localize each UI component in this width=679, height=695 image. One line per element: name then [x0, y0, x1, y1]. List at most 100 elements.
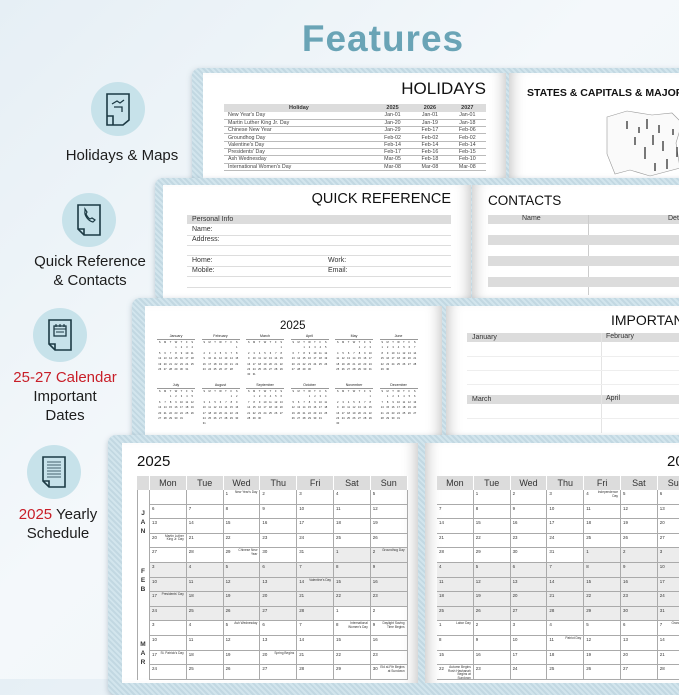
day-number: 8	[225, 505, 229, 511]
mini-day: 22	[252, 411, 256, 415]
day-cell: 9 Daylight Saving Time Begins	[370, 621, 408, 636]
weekday-label: S	[381, 341, 384, 344]
weekday-label: M	[297, 341, 300, 344]
weekday-header-sat: Sat	[334, 476, 371, 490]
holidays-cell: Mar-08	[411, 163, 449, 171]
weekday-label: T	[392, 390, 394, 393]
holidays-cell: Feb-15	[448, 148, 486, 157]
mini-day: 17	[318, 406, 322, 410]
day-cell: 15	[473, 519, 511, 534]
day-cell: 25	[437, 606, 474, 622]
weekday-label: W	[263, 341, 267, 344]
day-number: 1	[336, 607, 339, 613]
mini-day: 7	[225, 400, 227, 404]
day-cell: 14	[437, 519, 474, 534]
mini-day: 16	[386, 357, 390, 361]
mini-month-grid: S M T W T F S 1 2 3 4 5 6 7 8 9 10 11 12 13 14 15 16 17 18 19 20 21…	[379, 339, 418, 371]
weekday-label: S	[280, 390, 283, 393]
day-cell: 7	[297, 621, 334, 636]
weekday-header-tue: Tue	[186, 476, 224, 490]
mini-month-november: November S M T W T F S 1 2 3 4 5 6 7 8 9 10 11 12 13 14 15 16 17…	[335, 383, 373, 425]
mini-day: 3	[314, 346, 316, 350]
mini-day: 16	[313, 406, 317, 410]
day-number: 13	[262, 578, 268, 584]
mini-month-grid: S M T W T F S 1 2 3 4 5 6 7 8 9 10 11 12 13 14 15 16 17 18 19 20 21…	[157, 339, 195, 371]
weekday-label: S	[158, 390, 161, 393]
mini-day: 10	[185, 351, 189, 355]
mini-day: 30	[308, 367, 311, 371]
day-number: 22	[225, 534, 231, 540]
mini-day: 8	[358, 351, 361, 355]
day-cell: 14	[657, 636, 679, 651]
weekday-label: F	[230, 390, 233, 393]
mini-day: 29	[174, 367, 178, 371]
mini-day: 24	[179, 411, 183, 415]
holidays-cell: Valentine's Day	[224, 141, 374, 150]
day-number: 7	[188, 505, 192, 511]
holidays-table: Holiday 2025 2026 2027 New Year's Day Jan-01 J…	[224, 104, 486, 171]
holidays-cell: Jan-01	[448, 112, 486, 120]
day-number: 17	[659, 578, 665, 584]
mini-day: 21	[224, 411, 228, 415]
day-cell: 13	[657, 505, 679, 520]
day-number: 30	[623, 607, 628, 613]
mini-day: 3	[319, 395, 322, 399]
mini-day: 25	[318, 362, 322, 366]
feature-label: Important	[33, 388, 97, 405]
day-cell: 9	[473, 636, 511, 651]
mini-day: 12	[274, 400, 278, 404]
day-cell: 31	[657, 606, 679, 622]
mini-day: 11	[208, 406, 211, 410]
mini-day: 4	[397, 346, 400, 350]
day-cell: 13	[260, 577, 298, 593]
holidays-cell: Martin Luther King Jr. Day	[224, 119, 374, 128]
mini-day: 27	[297, 416, 301, 420]
weekday-label: S	[203, 341, 206, 344]
weekday-label: F	[275, 341, 277, 344]
mini-day: 1	[230, 395, 233, 399]
day-number: 14	[299, 637, 305, 642]
mini-day: 16	[235, 406, 239, 410]
day-number: 20	[262, 651, 268, 657]
day-number: 27	[659, 534, 665, 540]
day-number: 6	[262, 564, 265, 569]
day-number: 18	[586, 520, 592, 526]
mini-day: 12	[213, 406, 217, 410]
holiday-note: Autumn Begins Rosh Hashanah Begins at Su…	[447, 665, 471, 680]
mini-day: 3	[342, 400, 344, 404]
day-cell: 18	[547, 650, 585, 666]
mini-day: 16	[336, 411, 340, 415]
day-cell: 16	[473, 650, 511, 666]
holidays-column-header: 2025	[373, 104, 412, 112]
day-cell: 12	[223, 577, 261, 593]
weekday-label: T	[403, 341, 405, 344]
mini-day: 2	[336, 400, 339, 404]
mini-day: 16	[202, 362, 206, 366]
mini-day: 20	[291, 362, 295, 366]
day-cell: 15	[584, 577, 621, 593]
weekday-label: F	[319, 341, 322, 344]
mini-day: 22	[302, 362, 306, 366]
mini-day: 11	[213, 357, 217, 361]
day-number: 31	[549, 549, 555, 555]
day-number: 26	[372, 534, 378, 540]
mini-day: 22	[386, 411, 390, 415]
day-number: 5	[586, 622, 589, 628]
day-cell: 2	[260, 490, 298, 505]
day-number: 11	[586, 505, 591, 511]
day-number: 21	[549, 593, 555, 599]
day-number: 3	[152, 564, 155, 569]
day-number: 5	[623, 491, 626, 496]
holiday-note: International Women's Day	[348, 621, 368, 629]
mini-day: 22	[368, 411, 372, 415]
mini-day: 21	[163, 411, 167, 415]
mini-day: 28	[163, 416, 167, 420]
day-number: 5	[225, 564, 229, 569]
mini-day: 12	[402, 351, 406, 355]
weekday-label: T	[225, 390, 227, 393]
mini-day: 6	[347, 351, 350, 355]
day-cell: 6	[260, 621, 298, 636]
day-cell: 25	[547, 665, 585, 680]
holiday-note: Groundhog Day	[382, 548, 405, 553]
mini-day: 14	[274, 357, 278, 361]
